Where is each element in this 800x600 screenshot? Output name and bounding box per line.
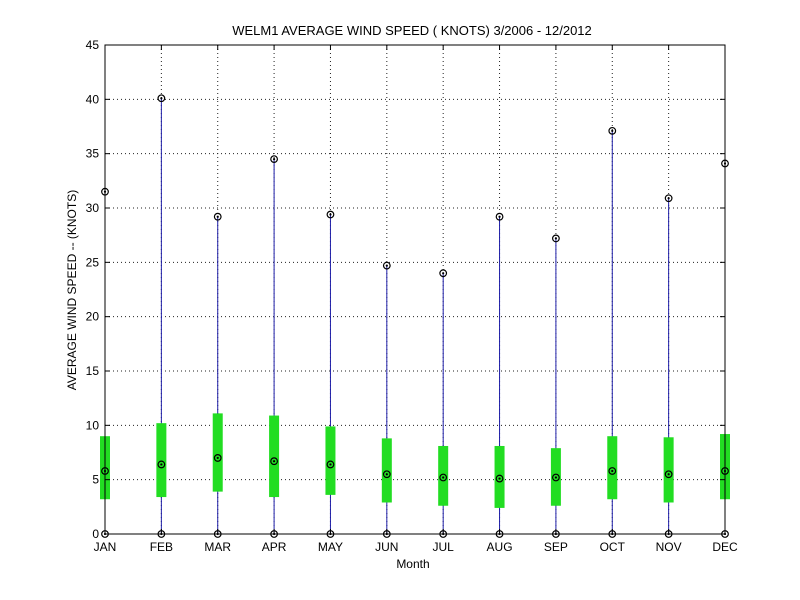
axes: 0 5 10 15 20 25 30 35 40 45 JAN FEB MAR APR MAY JUN JUL A…	[86, 38, 738, 554]
y-tick-label: 0	[92, 527, 99, 541]
iqr-box	[494, 445, 505, 508]
y-tick-label: 35	[86, 147, 100, 161]
chart-title: WELM1 AVERAGE WIND SPEED ( KNOTS) 3/2006…	[232, 23, 592, 38]
x-tick-label: DEC	[712, 540, 738, 554]
y-tick-label: 15	[86, 364, 100, 378]
x-tick-label: MAY	[318, 540, 343, 554]
median-marker	[326, 460, 335, 469]
max-marker	[608, 126, 617, 135]
x-tick-label: SEP	[544, 540, 568, 554]
median-marker	[664, 470, 673, 479]
iqr-box	[156, 423, 167, 498]
max-marker	[552, 234, 560, 243]
y-tick-label: 10	[86, 418, 100, 432]
max-marker	[382, 261, 391, 270]
median-marker	[495, 474, 504, 483]
max-marker	[439, 269, 448, 278]
x-tick-label: NOV	[656, 540, 682, 554]
max-marker	[213, 212, 222, 221]
x-tick-label: JUL	[433, 540, 455, 554]
y-tick-label: 25	[86, 255, 100, 269]
y-axis-label: AVERAGE WIND SPEED -- (KNOTS)	[65, 190, 79, 390]
median-marker	[608, 467, 617, 475]
y-tick-label: 20	[86, 310, 100, 324]
max-marker	[326, 210, 335, 219]
x-tick-label: JUN	[375, 540, 398, 554]
median-marker	[552, 473, 560, 482]
x-tick-label: FEB	[150, 540, 173, 554]
x-tick-label: MAR	[204, 540, 231, 554]
median-marker	[270, 457, 278, 466]
iqr-box	[663, 437, 674, 503]
median-marker	[157, 460, 166, 469]
median-marker	[439, 473, 448, 482]
median-marker	[213, 454, 222, 462]
iqr-box	[438, 445, 449, 506]
iqr-box	[212, 413, 223, 492]
max-marker	[157, 94, 166, 103]
x-axis-label: Month	[396, 557, 429, 571]
x-tick-label: AUG	[487, 540, 513, 554]
max-marker	[664, 194, 673, 203]
y-tick-label: 45	[86, 38, 100, 52]
x-tick-label: OCT	[600, 540, 626, 554]
y-tick-label: 40	[86, 92, 100, 106]
max-marker	[495, 212, 504, 221]
iqr-box	[269, 415, 280, 498]
y-tick-label: 5	[92, 473, 99, 487]
x-tick-label: APR	[262, 540, 287, 554]
median-marker	[382, 470, 391, 479]
max-marker	[270, 155, 278, 164]
y-tick-label: 30	[86, 201, 100, 215]
plot-frame	[104, 44, 726, 535]
x-tick-label: JAN	[94, 540, 117, 554]
